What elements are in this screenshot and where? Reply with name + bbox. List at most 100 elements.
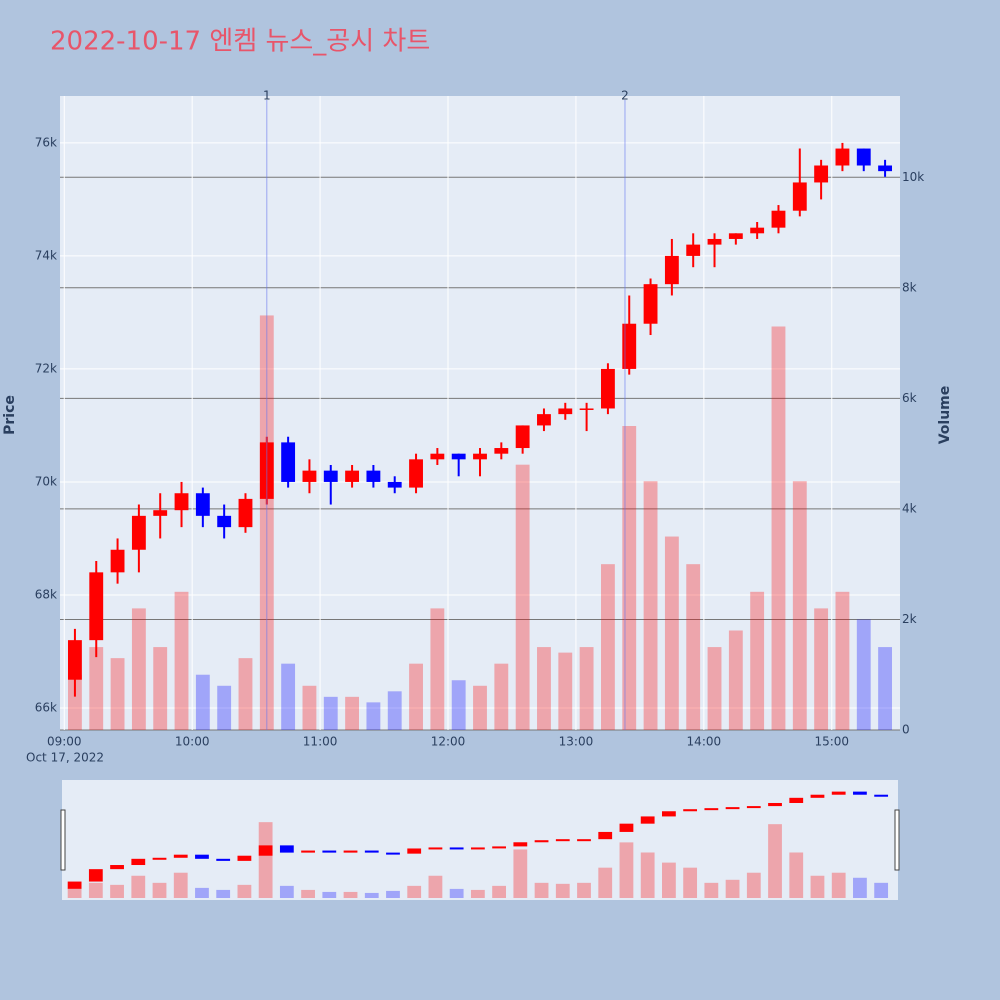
volume-bar bbox=[600, 564, 615, 730]
candle-body bbox=[878, 165, 893, 172]
slider-candle bbox=[470, 847, 485, 850]
candle-body bbox=[643, 284, 658, 324]
volume-bar bbox=[409, 663, 423, 730]
slider-candle bbox=[428, 847, 443, 850]
candle-body bbox=[579, 408, 594, 410]
slider-volume-bar bbox=[598, 867, 613, 898]
slider-volume-bar bbox=[831, 872, 846, 898]
volume-bar bbox=[302, 685, 317, 730]
candle-body bbox=[323, 470, 338, 482]
y-tick-label: 76k bbox=[35, 135, 57, 149]
candle-body bbox=[856, 148, 871, 166]
slider-volume-bar bbox=[216, 889, 231, 898]
candle-body bbox=[622, 323, 637, 369]
slider-candle bbox=[874, 794, 889, 797]
slider-volume-bar bbox=[364, 892, 379, 898]
slider-candle bbox=[577, 839, 591, 842]
slider-volume-bar bbox=[619, 842, 634, 898]
volume-bar bbox=[835, 591, 850, 730]
slider-candle bbox=[789, 797, 804, 803]
slider-volume-bar bbox=[534, 882, 549, 898]
y2-axis-title: Volume bbox=[937, 386, 953, 445]
volume-bar bbox=[451, 680, 466, 730]
slider-volume-bar bbox=[704, 882, 719, 898]
volume-bar bbox=[622, 425, 637, 730]
candle-body bbox=[558, 408, 573, 415]
volume-bar bbox=[131, 608, 146, 730]
candle-body bbox=[707, 238, 722, 245]
slider-candle bbox=[598, 831, 613, 840]
slider-candle bbox=[343, 850, 358, 853]
candle-body bbox=[835, 148, 850, 166]
candle-body bbox=[771, 210, 786, 228]
slider-candle bbox=[279, 845, 294, 853]
slider-candle bbox=[322, 850, 337, 853]
volume-bar bbox=[856, 619, 871, 730]
candle-body bbox=[366, 470, 381, 482]
annotation-label: 1 bbox=[263, 89, 271, 103]
slider-handle[interactable] bbox=[60, 809, 66, 871]
slider-handle[interactable] bbox=[894, 809, 900, 871]
x-tick-label: 13:00 bbox=[559, 735, 594, 749]
candle-body bbox=[110, 549, 125, 573]
volume-bar bbox=[323, 696, 338, 730]
candle-body bbox=[345, 470, 360, 482]
y2-tick-label: 8k bbox=[902, 280, 917, 294]
slider-volume-bar bbox=[322, 891, 337, 898]
slider-volume-bar bbox=[640, 852, 655, 898]
candle-body bbox=[664, 255, 679, 285]
y2-tick-label: 2k bbox=[902, 612, 917, 626]
candle-body bbox=[430, 453, 445, 460]
chart-title: 2022-10-17 엔켐 뉴스_공시 차트 bbox=[50, 27, 430, 57]
volume-bar bbox=[771, 326, 786, 730]
slider-candle bbox=[725, 807, 740, 810]
y-axis-title: Price bbox=[2, 395, 18, 435]
volume-bar bbox=[579, 647, 594, 730]
y-tick-label: 74k bbox=[35, 248, 57, 262]
volume-bar bbox=[366, 702, 381, 730]
y-tick-label: 68k bbox=[35, 587, 57, 601]
slider-volume-bar bbox=[173, 872, 188, 898]
candle-body bbox=[281, 442, 296, 482]
candle-body bbox=[451, 453, 466, 460]
slider-volume-bar bbox=[577, 882, 591, 898]
y-tick-label: 72k bbox=[35, 361, 57, 375]
slider-candle bbox=[67, 881, 82, 889]
slider-volume-bar bbox=[874, 882, 889, 898]
range-slider[interactable] bbox=[62, 780, 898, 900]
slider-volume-bar bbox=[449, 888, 464, 898]
slider-candle bbox=[407, 848, 422, 854]
volume-bar bbox=[792, 481, 807, 730]
candle-body bbox=[387, 481, 402, 488]
y-tick-label: 70k bbox=[35, 474, 57, 488]
slider-candle bbox=[237, 855, 252, 861]
candle-body bbox=[814, 165, 829, 183]
volume-bar bbox=[707, 647, 722, 730]
slider-candle bbox=[619, 823, 634, 832]
slider-volume-bar bbox=[195, 887, 209, 898]
y2-tick-label: 10k bbox=[902, 170, 924, 184]
x-tick-label: 10:00 bbox=[175, 735, 210, 749]
slider-volume-bar bbox=[492, 885, 506, 898]
slider-candle bbox=[301, 850, 315, 853]
volume-bar bbox=[67, 674, 82, 730]
slider-candle bbox=[555, 839, 570, 842]
volume-bar bbox=[686, 564, 701, 730]
candle-body bbox=[728, 233, 743, 239]
x-tick-label: 12:00 bbox=[431, 735, 466, 749]
candle-body bbox=[131, 515, 146, 550]
slider-candle bbox=[513, 842, 528, 847]
candle-body bbox=[217, 515, 232, 528]
y2-tick-label: 0 bbox=[902, 723, 910, 737]
candle-body bbox=[302, 470, 317, 482]
slider-candle bbox=[364, 850, 379, 853]
slider-volume-bar bbox=[279, 885, 294, 898]
slider-volume-bar bbox=[555, 883, 570, 898]
slider-volume-bar bbox=[768, 824, 782, 898]
candle-body bbox=[473, 453, 487, 460]
volume-bar bbox=[664, 536, 679, 730]
candle-body bbox=[89, 572, 104, 641]
slider-volume-bar bbox=[386, 890, 400, 898]
candle-body bbox=[494, 448, 509, 454]
candle-body bbox=[409, 459, 423, 488]
